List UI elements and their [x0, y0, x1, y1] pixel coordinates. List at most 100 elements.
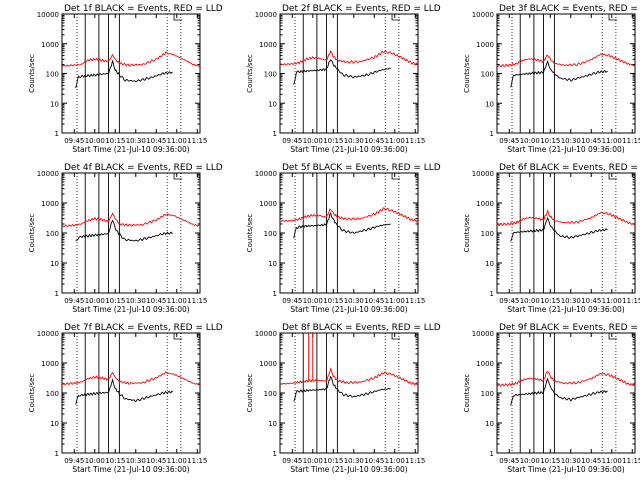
plot-frame: [496, 172, 636, 294]
events-series-line: [510, 377, 608, 406]
plot-frame: [61, 332, 201, 454]
x-tick-label: 10:15: [105, 297, 125, 305]
x-tick-label: 10:15: [323, 297, 343, 305]
x-tick-label: 11:15: [622, 457, 640, 465]
x-tick-label: 11:00: [602, 457, 622, 465]
y-tick-label: 1000: [259, 41, 277, 49]
x-tick-label: 10:30: [126, 297, 146, 305]
x-tick-label: 11:00: [385, 457, 405, 465]
y-axis-label: Counts/sec: [463, 374, 471, 413]
plot-frame: [279, 332, 419, 454]
y-tick-label: 1000: [476, 200, 494, 208]
y-axis-label: Counts/sec: [28, 54, 36, 93]
x-tick-label: 11:15: [622, 137, 640, 145]
y-axis-label: Counts/sec: [28, 214, 36, 253]
x-tick-label: 10:30: [561, 137, 581, 145]
y-tick-label: 1000: [41, 360, 59, 368]
x-tick-label: 11:15: [405, 137, 425, 145]
events-series-line: [510, 216, 608, 242]
panel-title: Det 2f BLACK = Events, RED = LLD: [282, 4, 441, 14]
lld-series-line: [496, 370, 636, 387]
x-tick-label: 11:15: [622, 297, 640, 305]
y-tick-label: 10000: [37, 330, 59, 338]
x-tick-label: 09:45: [64, 137, 84, 145]
det-panel-4: Det 4f BLACK = Events, RED = LLD 1 10 100 10…: [28, 163, 223, 314]
events-series-line: [293, 59, 391, 85]
events-series-line: [293, 375, 391, 402]
events-series-line: [293, 211, 391, 239]
x-tick-label: 10:15: [323, 457, 343, 465]
x-tick-label: 09:45: [282, 137, 302, 145]
panel-title: Det 1f BLACK = Events, RED = LLD: [64, 4, 223, 14]
det-panel-6: Det 6f BLACK = Events, RED = LLD 1 10 100 10…: [463, 163, 640, 314]
x-tick-label: 10:00: [303, 297, 323, 305]
lld-series-line: [497, 209, 636, 226]
plot-frame: [61, 172, 201, 294]
y-tick-label: 1: [273, 450, 277, 458]
time-bracket-mark: [391, 14, 401, 21]
x-tick-label: 10:30: [126, 457, 146, 465]
x-tick-label: 09:45: [282, 457, 302, 465]
plot-frame: [496, 332, 636, 454]
x-tick-label: 10:15: [323, 137, 343, 145]
det-panel-7: Det 7f BLACK = Events, RED = LLD 1 10 100 10…: [28, 323, 223, 474]
x-tick-label: 10:30: [344, 457, 364, 465]
y-tick-label: 1000: [259, 360, 277, 368]
y-tick-label: 100: [481, 390, 494, 398]
det-panel-3: Det 3f BLACK = Events, RED = LLD 1 10 100 10…: [463, 4, 640, 154]
det-panel-2: Det 2f BLACK = Events, RED = LLD 1 10 100 10…: [246, 4, 441, 154]
y-tick-label: 1000: [476, 41, 494, 49]
panel-title: Det 9f BLACK = Events, RED = LLD: [499, 323, 640, 333]
x-tick-label: 10:00: [520, 297, 540, 305]
y-tick-label: 10000: [37, 170, 59, 178]
time-bracket-mark: [608, 333, 618, 340]
x-tick-label: 11:15: [187, 457, 207, 465]
lld-series-line: [279, 206, 419, 223]
y-tick-label: 1: [273, 290, 277, 298]
x-tick-label: 10:15: [105, 457, 125, 465]
y-tick-label: 100: [481, 230, 494, 238]
y-tick-label: 1: [55, 450, 59, 458]
lld-series-line: [61, 371, 201, 386]
x-tick-label: 10:00: [85, 297, 105, 305]
x-axis-label: Start Time (21-Jul-10 09:36:00): [72, 305, 189, 314]
time-bracket-mark: [173, 14, 183, 21]
time-bracket-mark: [173, 173, 183, 180]
y-tick-label: 100: [264, 230, 277, 238]
y-tick-label: 10000: [255, 170, 277, 178]
x-axis-label: Start Time (21-Jul-10 09:36:00): [72, 145, 189, 154]
events-series-line: [75, 60, 173, 89]
x-tick-label: 10:00: [85, 457, 105, 465]
x-tick-label: 10:15: [540, 137, 560, 145]
time-bracket-mark: [173, 333, 183, 340]
plot-frame: [279, 13, 419, 134]
events-series-line: [75, 378, 173, 405]
x-axis-label: Start Time (21-Jul-10 09:36:00): [290, 145, 407, 154]
x-tick-label: 09:45: [499, 457, 519, 465]
panel-title: Det 4f BLACK = Events, RED = LLD: [64, 163, 223, 173]
x-tick-label: 11:00: [167, 137, 187, 145]
y-tick-label: 10: [50, 100, 59, 108]
x-tick-label: 11:00: [385, 297, 405, 305]
events-series-line: [510, 60, 608, 88]
y-axis-label: Counts/sec: [28, 374, 36, 413]
y-tick-label: 10: [485, 100, 494, 108]
plot-frame: [279, 172, 419, 294]
y-tick-label: 10: [485, 260, 494, 268]
panel-title: Det 7f BLACK = Events, RED = LLD: [64, 323, 223, 333]
y-tick-label: 1: [55, 130, 59, 138]
y-tick-label: 1000: [41, 41, 59, 49]
x-tick-label: 11:00: [602, 297, 622, 305]
plot-frame: [496, 13, 636, 134]
x-tick-label: 10:00: [85, 137, 105, 145]
x-axis-label: Start Time (21-Jul-10 09:36:00): [72, 465, 189, 474]
time-bracket-mark: [608, 14, 618, 21]
x-tick-label: 11:15: [187, 137, 207, 145]
x-tick-label: 10:30: [344, 297, 364, 305]
x-axis-label: Start Time (21-Jul-10 09:36:00): [507, 465, 624, 474]
lld-series-line: [279, 50, 419, 66]
x-tick-label: 10:45: [581, 297, 601, 305]
time-bracket-mark: [391, 173, 401, 180]
plot-frame: [61, 13, 201, 134]
y-tick-label: 10000: [255, 330, 277, 338]
